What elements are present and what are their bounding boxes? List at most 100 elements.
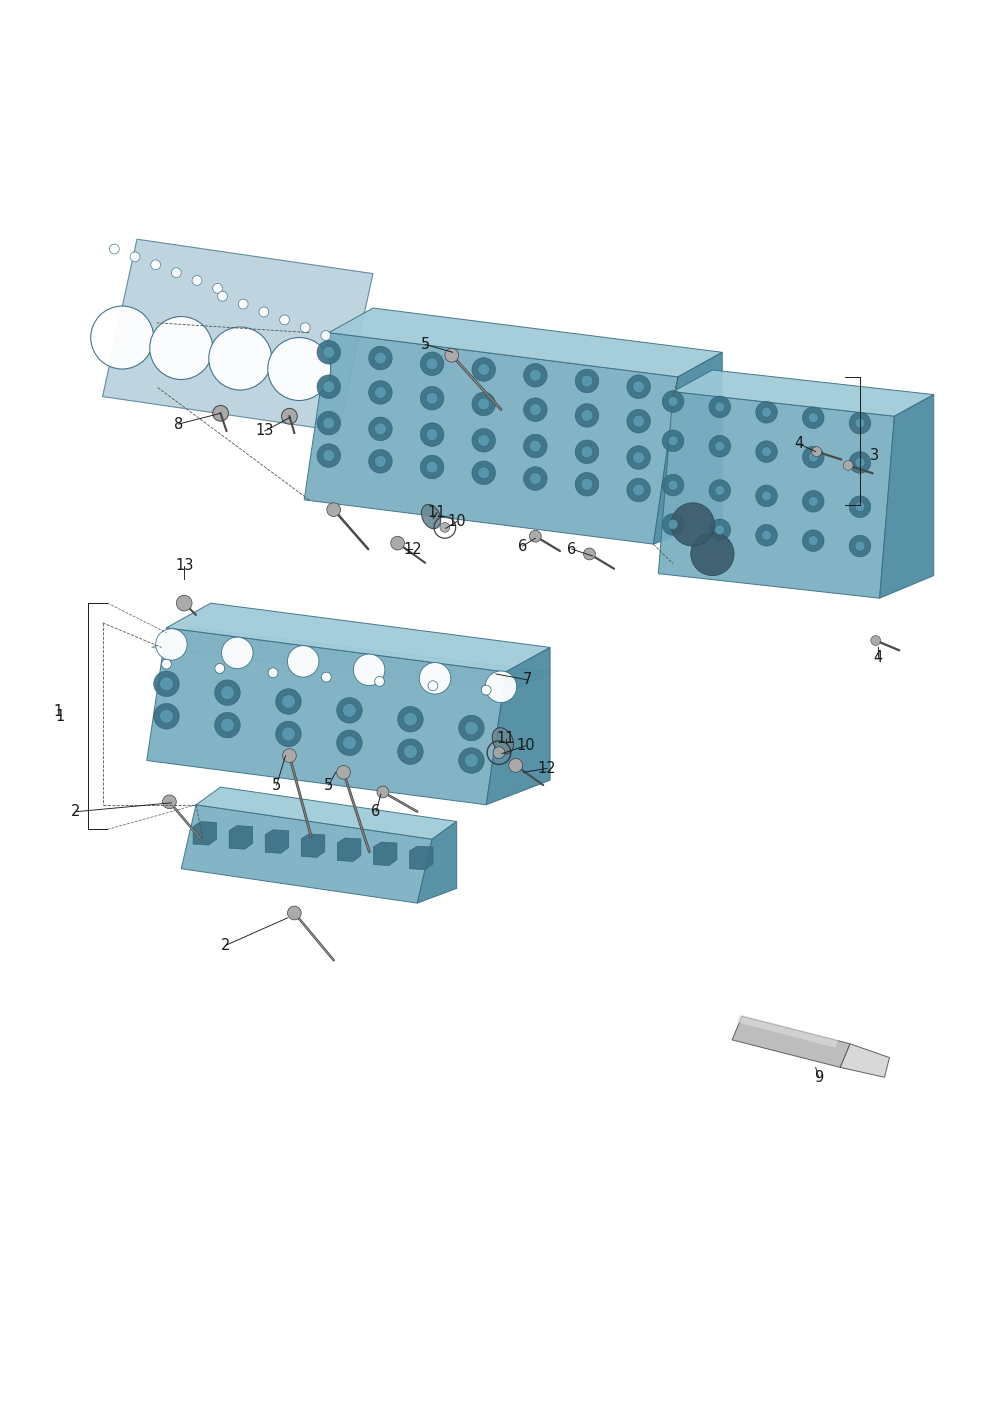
Circle shape: [322, 380, 334, 393]
Circle shape: [375, 676, 385, 686]
Circle shape: [280, 314, 290, 324]
Circle shape: [301, 323, 310, 333]
Circle shape: [160, 676, 174, 690]
Circle shape: [690, 532, 734, 575]
Circle shape: [530, 441, 542, 452]
Circle shape: [283, 749, 297, 762]
Circle shape: [154, 671, 180, 696]
Text: 11: 11: [497, 731, 515, 746]
Text: 4: 4: [795, 436, 804, 452]
Circle shape: [575, 404, 599, 428]
Circle shape: [581, 446, 593, 457]
Ellipse shape: [422, 505, 440, 529]
Text: 5: 5: [272, 777, 282, 793]
Circle shape: [803, 407, 824, 428]
Circle shape: [421, 455, 443, 478]
Polygon shape: [229, 825, 253, 849]
Polygon shape: [328, 309, 722, 377]
Circle shape: [276, 721, 302, 746]
Circle shape: [375, 387, 386, 398]
Circle shape: [172, 268, 182, 278]
Circle shape: [375, 456, 386, 467]
Circle shape: [421, 386, 443, 410]
Circle shape: [151, 260, 161, 269]
Circle shape: [109, 244, 119, 254]
Circle shape: [326, 502, 340, 516]
Circle shape: [317, 341, 340, 365]
Polygon shape: [265, 829, 289, 853]
Polygon shape: [147, 627, 506, 805]
Polygon shape: [418, 822, 456, 904]
Circle shape: [369, 380, 392, 404]
Circle shape: [342, 703, 356, 717]
Circle shape: [322, 417, 334, 429]
Circle shape: [524, 435, 548, 457]
Circle shape: [633, 380, 645, 393]
Circle shape: [427, 393, 437, 404]
Circle shape: [627, 375, 651, 398]
Circle shape: [524, 398, 548, 421]
Circle shape: [192, 275, 202, 285]
Text: 3: 3: [870, 448, 879, 463]
Circle shape: [177, 595, 192, 610]
Text: 10: 10: [447, 513, 466, 529]
Circle shape: [855, 418, 865, 428]
Circle shape: [288, 906, 302, 920]
Circle shape: [756, 525, 778, 546]
Circle shape: [849, 412, 871, 434]
Circle shape: [803, 446, 824, 467]
Circle shape: [220, 686, 234, 700]
Polygon shape: [337, 838, 361, 861]
Circle shape: [391, 536, 405, 550]
Circle shape: [808, 536, 818, 546]
Circle shape: [575, 441, 599, 463]
Circle shape: [715, 403, 725, 412]
Circle shape: [214, 713, 240, 738]
Circle shape: [322, 450, 334, 462]
Polygon shape: [737, 1014, 838, 1048]
Circle shape: [756, 441, 778, 463]
Text: 5: 5: [421, 337, 430, 352]
Polygon shape: [193, 822, 216, 845]
Circle shape: [762, 491, 772, 501]
Text: 11: 11: [428, 505, 446, 521]
Circle shape: [90, 306, 154, 369]
Circle shape: [849, 452, 871, 473]
Text: 12: 12: [538, 760, 557, 776]
Circle shape: [444, 348, 458, 362]
Circle shape: [317, 375, 340, 398]
Circle shape: [238, 299, 248, 309]
Circle shape: [524, 363, 548, 387]
Circle shape: [709, 435, 730, 457]
Circle shape: [336, 730, 362, 756]
Circle shape: [220, 718, 234, 732]
Circle shape: [481, 685, 491, 694]
Circle shape: [762, 446, 772, 456]
Text: 1: 1: [54, 704, 62, 718]
Circle shape: [369, 417, 392, 441]
Circle shape: [268, 338, 330, 400]
Circle shape: [672, 502, 714, 546]
Circle shape: [715, 442, 725, 452]
Circle shape: [663, 513, 683, 536]
Circle shape: [439, 522, 449, 532]
Circle shape: [398, 739, 424, 765]
Circle shape: [282, 408, 298, 424]
Circle shape: [808, 497, 818, 506]
Circle shape: [581, 410, 593, 421]
Circle shape: [160, 710, 174, 723]
Circle shape: [669, 480, 678, 490]
Polygon shape: [659, 391, 895, 598]
Circle shape: [282, 694, 296, 709]
Text: 6: 6: [518, 539, 527, 554]
Circle shape: [321, 672, 331, 682]
Circle shape: [581, 375, 593, 387]
Circle shape: [575, 369, 599, 393]
Text: 12: 12: [403, 542, 422, 557]
Text: 2: 2: [221, 939, 230, 953]
Circle shape: [663, 390, 683, 412]
Text: 1: 1: [56, 709, 64, 724]
Polygon shape: [196, 787, 456, 839]
Circle shape: [849, 536, 871, 557]
Circle shape: [342, 737, 356, 749]
